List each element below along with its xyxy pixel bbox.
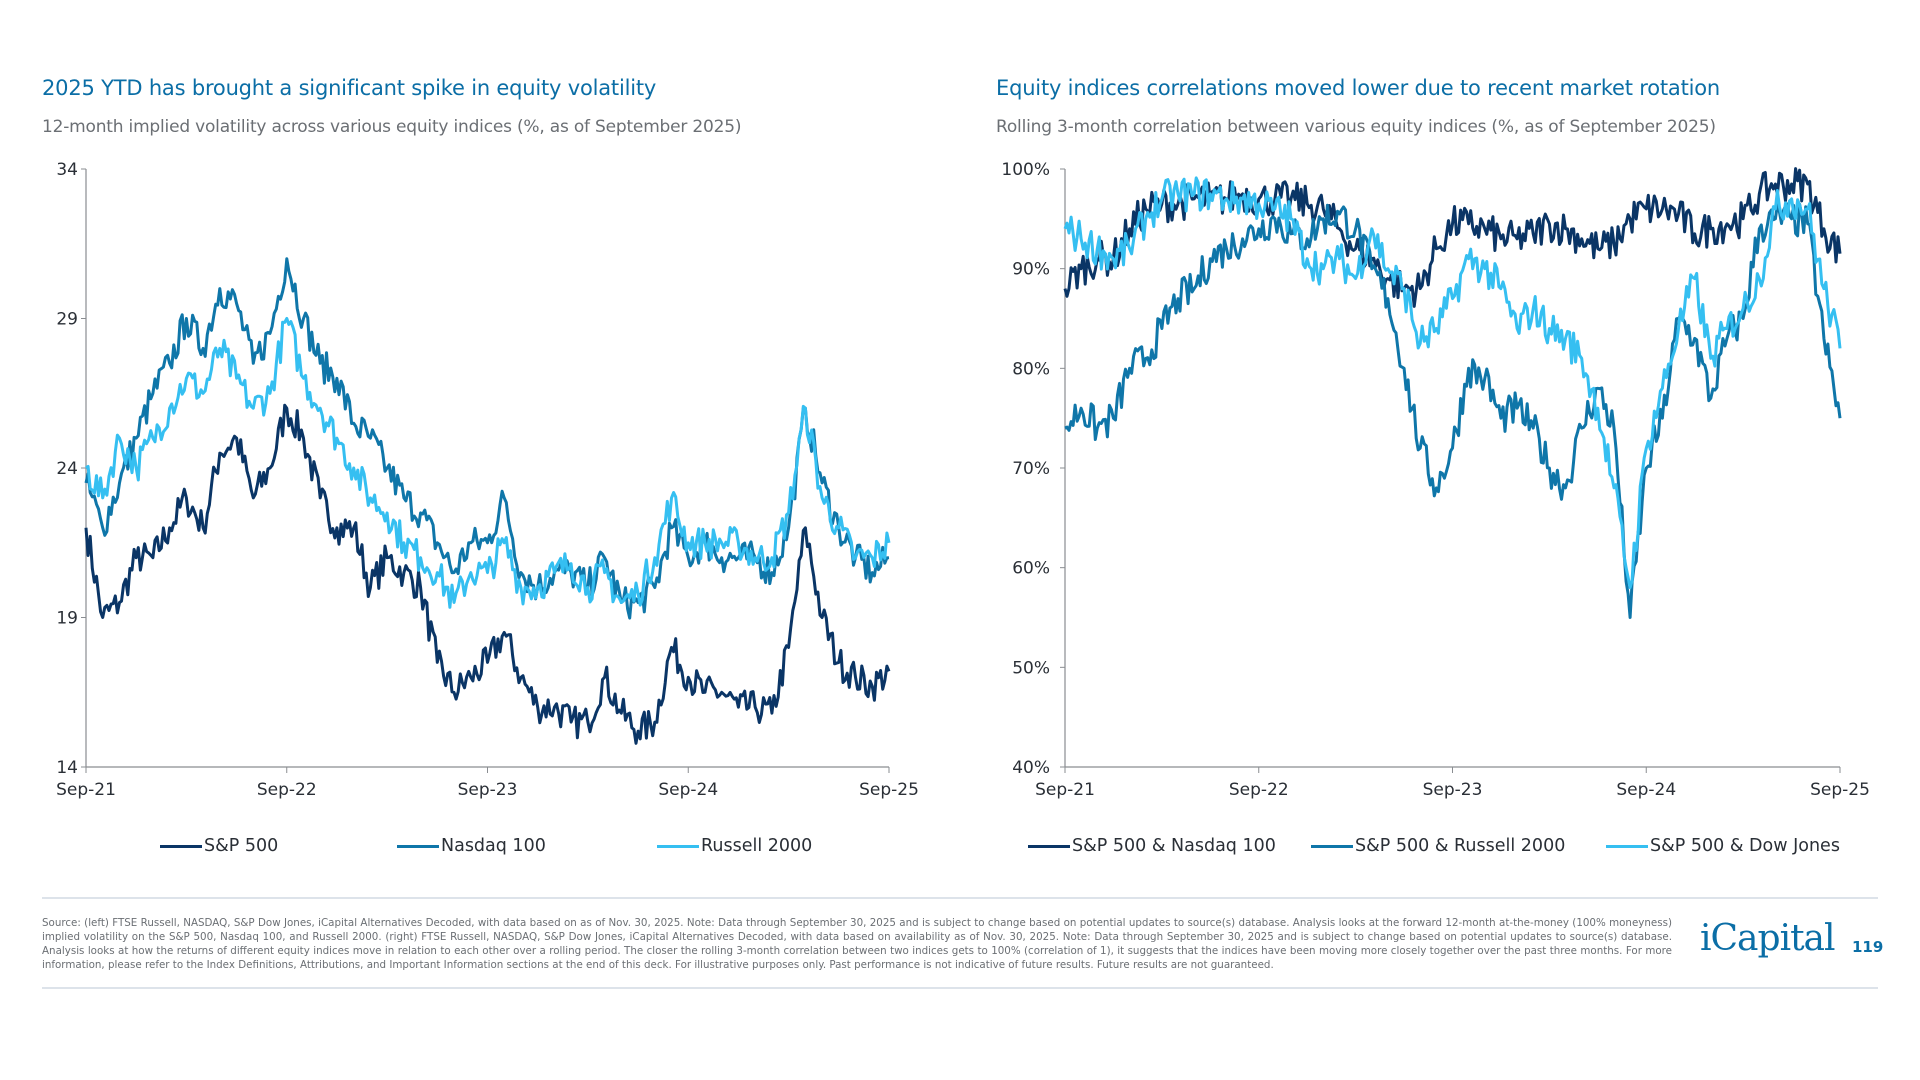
left-legend-item-nasdaq: Nasdaq 100 (397, 836, 546, 856)
left-chart-title: 2025 YTD has brought a significant spike… (42, 76, 657, 100)
y-tick-label: 80% (1012, 359, 1050, 379)
legend-swatch (1311, 844, 1353, 848)
right-legend-item-sp-nasdaq: S&P 500 & Nasdaq 100 (1028, 836, 1276, 856)
y-tick-label: 24 (56, 459, 78, 479)
icapital-logo: iCapital (1700, 918, 1836, 959)
correlation-chart: 100% 90% 80% 70% 60% 50% 40%Sep-21 Sep-22 Sep-23… (1001, 160, 1870, 800)
x-tick-label: Sep-21 (1035, 780, 1095, 800)
x-tick-label: Sep-22 (1229, 780, 1289, 800)
footer-source-note: Source: (left) FTSE Russell, NASDAQ, S&P… (42, 917, 1672, 971)
legend-swatch (1028, 844, 1070, 848)
right-chart-title: Equity indices correlations moved lower … (996, 76, 1721, 100)
legend-label: S&P 500 & Nasdaq 100 (1072, 836, 1276, 856)
legend-label: S&P 500 & Dow Jones (1650, 836, 1840, 856)
x-tick-label: Sep-24 (658, 780, 718, 800)
left-legend-item-russell: Russell 2000 (657, 836, 812, 856)
x-tick-label: Sep-25 (859, 780, 919, 800)
series-line-s-p-500-russell-2000 (1064, 202, 1842, 619)
series-line-s-p-500-nasdaq-100 (1063, 167, 1842, 308)
y-tick-label: 40% (1012, 758, 1050, 778)
right-chart-subtitle: Rolling 3-month correlation between vari… (996, 117, 1716, 137)
legend-label: S&P 500 & Russell 2000 (1355, 836, 1566, 856)
y-tick-label: 90% (1012, 260, 1050, 280)
x-tick-label: Sep-21 (56, 780, 116, 800)
x-tick-label: Sep-23 (1423, 780, 1483, 800)
x-tick-label: Sep-24 (1616, 780, 1676, 800)
x-tick-label: Sep-22 (257, 780, 317, 800)
page-number: 119 (1852, 938, 1884, 956)
y-tick-label: 70% (1012, 459, 1050, 479)
y-tick-label: 60% (1012, 559, 1050, 579)
footer-divider-bottom (42, 987, 1878, 989)
series-line-s-p-500 (84, 403, 891, 745)
legend-swatch (397, 844, 439, 848)
left-chart-subtitle: 12-month implied volatility across vario… (42, 117, 742, 137)
legend-label: S&P 500 (204, 836, 279, 856)
footer-divider-top (42, 897, 1878, 899)
y-tick-label: 34 (56, 160, 78, 180)
legend-swatch (1606, 844, 1648, 848)
y-tick-label: 19 (56, 609, 78, 629)
y-tick-label: 50% (1012, 658, 1050, 678)
left-legend-item-sp500: S&P 500 (160, 836, 278, 856)
legend-label: Nasdaq 100 (441, 836, 546, 856)
y-tick-label: 29 (56, 310, 78, 330)
x-tick-label: Sep-25 (1810, 780, 1870, 800)
right-legend-item-sp-russell: S&P 500 & Russell 2000 (1311, 836, 1565, 856)
series-line-s-p-500-dow-jones (1063, 176, 1842, 590)
legend-swatch (160, 844, 202, 848)
y-tick-label: 100% (1001, 160, 1050, 180)
right-legend-item-sp-dow: S&P 500 & Dow Jones (1606, 836, 1840, 856)
series-line-russell-2000 (85, 317, 891, 609)
legend-swatch (657, 844, 699, 848)
y-tick-label: 14 (56, 758, 78, 778)
x-tick-label: Sep-23 (458, 780, 518, 800)
legend-label: Russell 2000 (701, 836, 813, 856)
